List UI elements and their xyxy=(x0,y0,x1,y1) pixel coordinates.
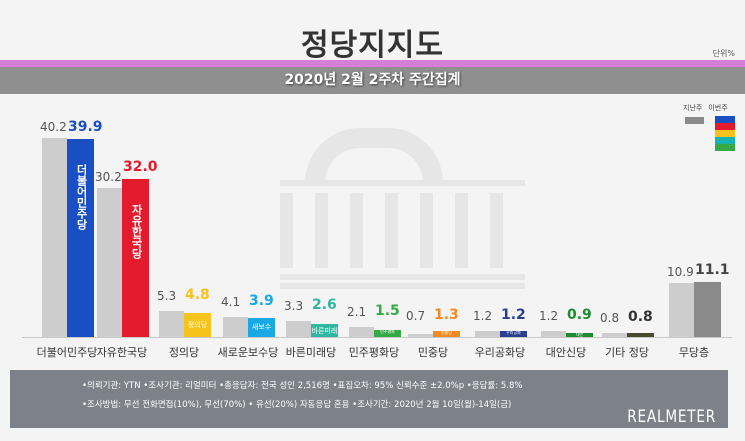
value-this-week: 1.3 xyxy=(434,306,459,323)
value-prev-week: 2.1 xyxy=(347,304,367,319)
assembly-building-watermark-icon xyxy=(280,128,530,289)
brand-logo: REALMETER xyxy=(627,407,716,427)
bar-prev-week xyxy=(97,187,122,337)
party-logo: 민주평화 xyxy=(380,329,395,335)
party-logo: 새보수 xyxy=(251,323,272,332)
bar-group: 대안 1.2 0.9 대안신당 xyxy=(539,307,593,359)
bar-prev-week xyxy=(42,138,67,337)
bar-prev-week xyxy=(223,316,248,337)
bar-this-week xyxy=(67,139,94,337)
legend-cur-swatch xyxy=(715,116,735,151)
category-label: 무당층 xyxy=(678,346,710,359)
category-label: 더불어민주당 xyxy=(36,346,98,359)
legend-color-chip xyxy=(715,130,735,137)
value-prev-week: 1.2 xyxy=(473,309,493,324)
party-logo: 우리공화 xyxy=(506,330,521,336)
party-logo: 바른미래 xyxy=(311,326,338,335)
value-this-week: 0.8 xyxy=(628,309,653,326)
chart-legend: 지난주 이번주 xyxy=(683,103,743,151)
bar-this-week xyxy=(433,330,460,337)
value-this-week: 3.9 xyxy=(249,292,274,309)
bar-this-week xyxy=(122,178,149,337)
bar-this-week xyxy=(694,282,721,337)
bar-this-week xyxy=(500,331,527,337)
bar-group: 더불어민주당 40.2 39.9 더불어민주당 xyxy=(36,119,103,359)
value-this-week: 39.9 xyxy=(68,119,103,136)
bar-this-week xyxy=(627,333,654,337)
category-label: 대안신당 xyxy=(545,346,587,359)
bar-prev-week xyxy=(669,283,694,337)
category-label: 민중당 xyxy=(417,346,449,359)
value-this-week: 32.0 xyxy=(123,158,158,175)
legend-cur-label: 이번주 xyxy=(708,104,728,112)
value-prev-week: 0.7 xyxy=(406,308,426,323)
value-prev-week: 40.2 xyxy=(40,120,67,134)
legend-color-chip xyxy=(715,123,735,130)
value-this-week: 2.6 xyxy=(312,296,337,313)
bar-group: 정의당 5.3 4.8 정의당 xyxy=(157,286,211,359)
page-title: 정당지지도 xyxy=(301,28,444,63)
bar-prev-week xyxy=(541,331,566,337)
bar-prev-week xyxy=(475,331,500,337)
party-logo: 정의당 xyxy=(187,321,208,330)
value-prev-week: 10.9 xyxy=(667,265,694,280)
bar-group: 우리공화 1.2 1.2 우리공화당 xyxy=(473,307,527,359)
party-logo: 민중당 xyxy=(440,329,453,335)
category-label: 자유한국당 xyxy=(96,346,148,359)
value-prev-week: 4.1 xyxy=(221,294,241,309)
bar-prev-week xyxy=(159,310,184,337)
bar-this-week xyxy=(566,332,593,337)
category-label: 정의당 xyxy=(168,346,200,359)
category-label: 바른미래당 xyxy=(285,346,337,359)
category-label: 기타 정당 xyxy=(605,346,649,359)
value-this-week: 1.5 xyxy=(375,302,400,319)
chart-baseline xyxy=(22,337,732,338)
value-prev-week: 1.2 xyxy=(539,309,559,324)
survey-info-footer: •의뢰기관: YTN •조사기관: 리얼미터 •총응답자: 전국 성인 2,51… xyxy=(10,370,728,428)
bar-this-week xyxy=(311,324,338,337)
unit-label: 단위% xyxy=(712,49,735,58)
legend-color-chip xyxy=(715,144,735,151)
value-this-week: 0.9 xyxy=(567,307,592,324)
party-logo: 자유한국당 xyxy=(130,203,143,259)
accent-bar xyxy=(0,60,745,67)
party-logo: 대안 xyxy=(575,331,584,337)
value-this-week: 1.2 xyxy=(501,307,526,324)
legend-prev-swatch xyxy=(685,117,704,124)
value-prev-week: 30.2 xyxy=(95,169,122,184)
bar-group: 새보수 4.1 3.9 새로운보수당 xyxy=(217,292,279,359)
bar-group: 바른미래 3.3 2.6 바른미래당 xyxy=(284,296,338,359)
survey-info-line1: •의뢰기관: YTN •조사기관: 리얼미터 •총응답자: 전국 성인 2,51… xyxy=(82,381,523,391)
legend-prev-label: 지난주 xyxy=(683,104,703,112)
value-prev-week: 0.8 xyxy=(600,311,620,326)
legend-color-chip xyxy=(715,116,735,123)
category-label: 우리공화당 xyxy=(474,346,526,359)
bar-group: 0.8 0.8 기타 정당 xyxy=(600,309,654,359)
category-label: 새로운보수당 xyxy=(217,346,279,359)
legend-color-chip xyxy=(715,137,735,144)
bar-prev-week xyxy=(602,333,627,337)
value-prev-week: 5.3 xyxy=(157,288,177,303)
bar-this-week xyxy=(184,313,211,337)
value-prev-week: 3.3 xyxy=(284,298,304,313)
category-label: 민주평화당 xyxy=(348,346,400,359)
party-logo: 더불어민주당 xyxy=(75,164,88,231)
bar-group: 자유한국당 30.2 32.0 자유한국당 xyxy=(95,158,158,359)
value-this-week: 11.1 xyxy=(695,262,730,279)
bar-prev-week xyxy=(286,320,311,337)
bar-this-week xyxy=(248,317,275,337)
bar-group: 민주평화 2.1 1.5 민주평화당 xyxy=(347,302,401,359)
bar-group: 민중당 0.7 1.3 민중당 xyxy=(406,306,460,359)
subtitle-bar: 2020년 2월 2주차 주간집계 xyxy=(0,67,745,94)
bar-this-week xyxy=(374,329,401,337)
bar-prev-week xyxy=(349,326,374,337)
bar-prev-week xyxy=(408,333,433,337)
survey-info-line2: •조사방법: 무선 전화면접(10%), 무선(70%) • 유선(20%) 자… xyxy=(82,400,512,410)
bar-group: 10.9 11.1 무당층 xyxy=(667,262,730,359)
value-this-week: 4.8 xyxy=(185,286,210,303)
